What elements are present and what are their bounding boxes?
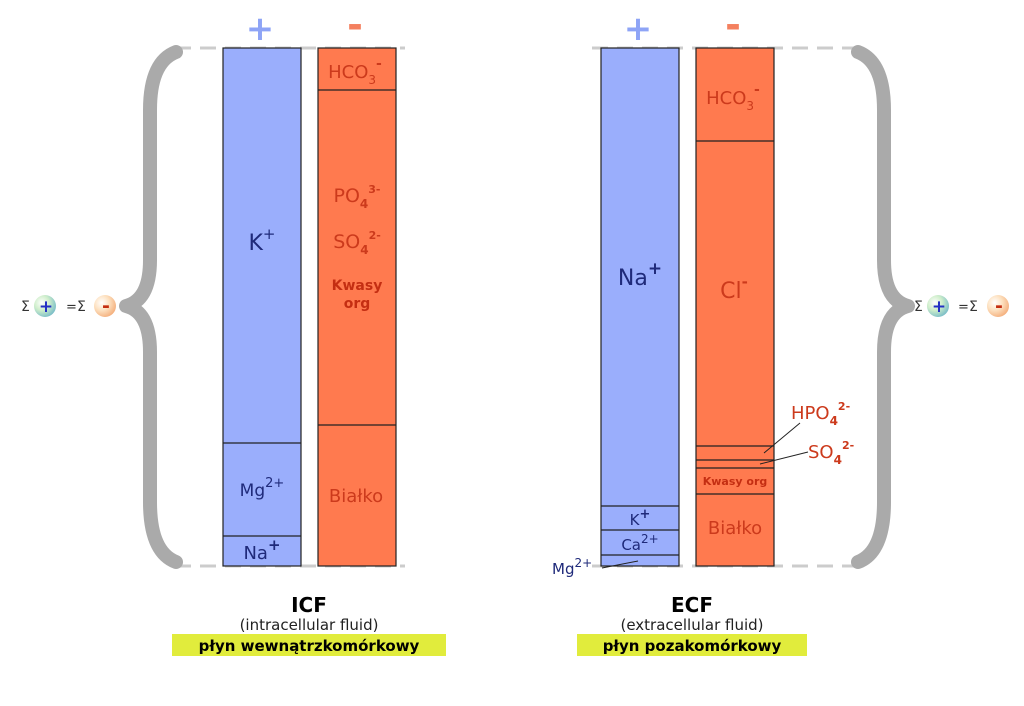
sigma-symbol: Σ [21,299,30,315]
ion-label-po4: PO43- [333,183,380,211]
kwasy-word: Kwasy [332,278,383,294]
ecf-subtitle: (extracellular fluid) [620,616,763,634]
ion-label-kwasy-org: Kwasy org [332,278,383,312]
sigma-symbol: Σ [969,299,978,315]
icf-cation-column: K+ Mg2+ Na+ [222,47,302,567]
ion-label-so4: SO42- [808,439,854,467]
ecf-sign-headers: + - [624,3,741,49]
equals-symbol: = [66,300,77,315]
icf-sign-headers: + - [246,3,363,49]
ion-label-na: Na+ [243,536,280,564]
minus-ball-icon [94,295,116,317]
ion-label-k: K+ [630,507,651,529]
sigma-symbol: Σ [914,299,923,315]
icf-highlight [172,634,446,656]
ion-label-ca: Ca2+ [621,532,658,554]
ion-label-hco3: HCO3- [328,56,382,87]
icf-polish-name: płyn wewnątrzkomórkowy [199,637,420,655]
minus-ball-sign: - [102,295,110,317]
ecf-highlight [577,634,807,656]
ecf-caption: ECF (extracellular fluid) płyn pozakomór… [577,593,807,656]
minus-sign: - [347,3,363,47]
ion-label-na: Na+ [618,259,662,291]
ion-label-hco3: HCO3- [706,82,760,113]
ion-label-so4: SO42- [333,229,381,257]
ion-label-k: K+ [248,225,275,256]
left-brace [119,45,183,569]
so4-leader-line [759,451,809,465]
mg-leader-line [601,560,639,569]
ecf-cation-column: Na+ K+ Ca2+ Mg2+ [552,47,680,578]
ion-label-bialko: Białko [708,518,762,539]
plus-ball-sign: + [39,297,53,317]
plus-sign: + [246,9,275,49]
minus-ball-sign: - [995,295,1003,317]
hpo4-leader-line [763,422,801,454]
minus-sign: - [725,3,741,47]
icf-subtitle: (intracellular fluid) [240,616,379,634]
ecf-polish-name: płyn pozakomórkowy [603,637,782,655]
ecf-title: ECF [671,593,713,617]
plus-ball-icon [927,295,949,317]
ecf-anion-column: HCO3- Cl- Kwasy org Białko HPO42- SO42- [695,47,854,567]
ion-label-hpo4: HPO42- [791,400,850,428]
plus-ball-sign: + [932,297,946,317]
icf-caption: ICF (intracellular fluid) płyn wewnątrzk… [172,593,446,656]
ion-label-cl: Cl- [720,273,748,304]
ion-label-kwasy-org: Kwasy org [703,475,768,488]
plus-ball-icon [34,295,56,317]
org-word: org [344,296,371,312]
right-balance-equation: Σ + = Σ - [914,295,1009,317]
ion-label-bialko: Białko [329,486,383,507]
ion-label-mg: Mg2+ [552,556,592,578]
left-balance-equation: Σ + = Σ - [21,295,116,317]
plus-sign: + [624,9,653,49]
right-brace [851,45,915,569]
minus-ball-icon [987,295,1009,317]
ion-label-mg: Mg2+ [240,476,285,501]
icf-anion-column: HCO3- PO43- SO42- Kwasy org Białko [317,47,397,567]
icf-title: ICF [291,593,327,617]
equals-symbol: = [958,300,969,315]
sigma-symbol: Σ [77,299,86,315]
